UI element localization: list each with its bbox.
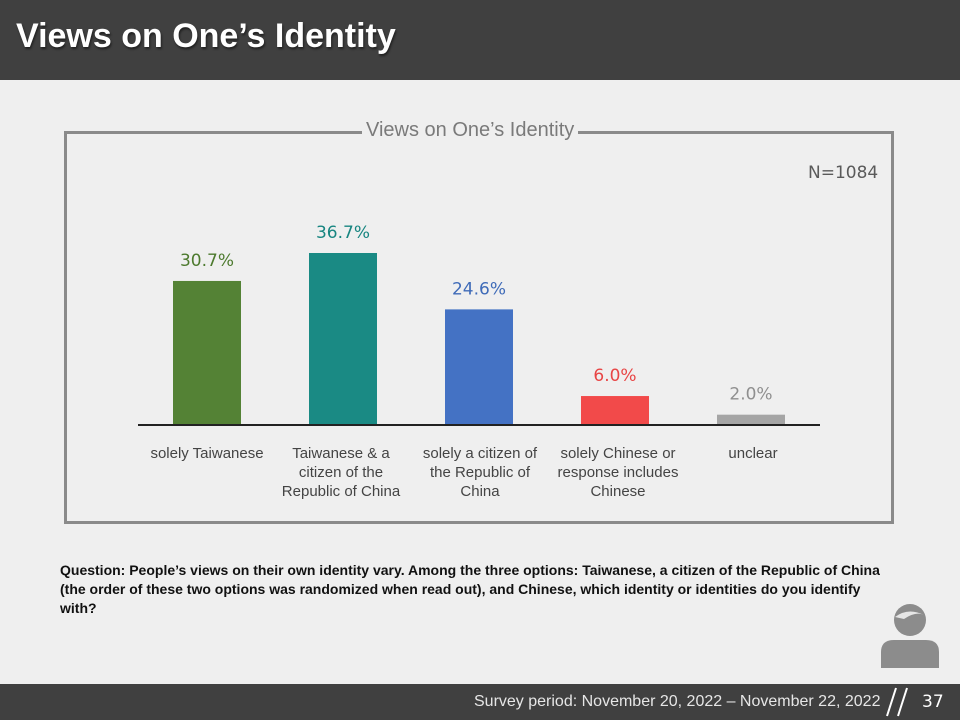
bar — [309, 253, 377, 424]
bar — [445, 309, 513, 424]
category-label: solely a citizen of the Republic of Chin… — [422, 445, 538, 500]
category-label: unclear — [728, 445, 778, 462]
category-label: Taiwanese & a citizen of the Republic of… — [281, 445, 401, 500]
person-icon — [881, 604, 939, 668]
category-label: solely Taiwanese — [150, 445, 264, 462]
footer-bar: Survey period: November 20, 2022 – Novem… — [0, 684, 960, 720]
double-slash-icon — [886, 687, 908, 717]
chart-title: Views on One’s Identity — [362, 119, 579, 142]
page-number: 37 — [922, 692, 944, 712]
survey-period: Survey period: November 20, 2022 – Novem… — [474, 693, 881, 710]
category-label: solely Chinese or response includes Chin… — [557, 445, 679, 500]
bar — [173, 280, 241, 424]
survey-question: Question: People’s views on their own id… — [60, 562, 880, 616]
header-bar: Views on One’s Identity — [0, 0, 960, 80]
sample-size-label: N=1084 — [808, 163, 879, 183]
bar — [717, 414, 785, 424]
data-label: 6.0% — [593, 366, 636, 386]
bar — [581, 396, 649, 424]
data-label: 24.6% — [452, 279, 506, 299]
slide-title: Views on One’s Identity — [16, 17, 396, 55]
data-label: 2.0% — [729, 385, 772, 405]
data-label: 30.7% — [180, 251, 234, 271]
data-label: 36.7% — [316, 223, 370, 243]
